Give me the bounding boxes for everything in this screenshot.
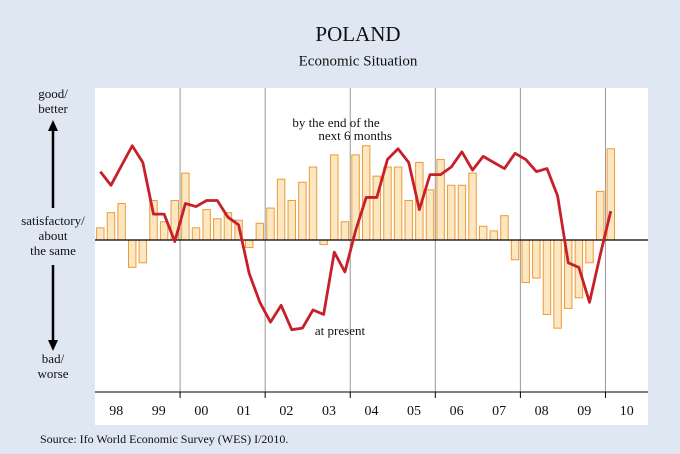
x-tick-label: 09 [577, 404, 591, 419]
bar [330, 154, 339, 241]
annotation: next 6 months [318, 128, 392, 143]
y-label: satisfactory/ [21, 213, 85, 228]
bar [106, 212, 116, 241]
bar [255, 222, 265, 241]
bar [266, 207, 275, 241]
bar [202, 209, 211, 241]
bar [404, 199, 413, 241]
bar [308, 166, 318, 241]
x-tick-label: 99 [152, 404, 166, 419]
bar [138, 239, 148, 264]
bar [553, 239, 562, 329]
bar [489, 230, 499, 241]
bar [468, 172, 477, 241]
bar [340, 221, 350, 241]
bar [287, 199, 296, 241]
y-label: the same [30, 243, 76, 258]
bar [298, 181, 307, 241]
x-tick-label: 98 [109, 404, 123, 419]
bar [595, 190, 605, 241]
x-tick-label: 08 [535, 404, 549, 419]
bar [361, 145, 371, 241]
bar [319, 239, 328, 246]
bar [500, 215, 509, 241]
annotation: at present [315, 323, 366, 338]
bar [393, 166, 403, 241]
source: Source: Ifo World Economic Survey (WES) … [40, 432, 288, 446]
bar [478, 225, 488, 241]
x-tick-label: 02 [279, 404, 293, 419]
x-tick-label: 00 [194, 404, 208, 419]
x-tick-label: 01 [237, 404, 251, 419]
bar [191, 227, 201, 241]
bar [585, 239, 594, 264]
bar [117, 203, 126, 241]
chart-subtitle: Economic Situation [299, 53, 418, 69]
arrows [48, 120, 58, 351]
bar [447, 184, 456, 241]
y-label: better [38, 101, 68, 116]
annotation: by the end of the [292, 115, 380, 130]
bar [213, 218, 222, 241]
bar [96, 227, 105, 241]
y-label: worse [37, 366, 68, 381]
bar [383, 166, 392, 241]
x-tick-label: 06 [450, 404, 464, 419]
x-tick-label: 03 [322, 404, 336, 419]
bar [542, 239, 552, 315]
bar [244, 239, 254, 249]
bar [425, 189, 435, 241]
bar [457, 184, 467, 241]
x-tick-label: 10 [620, 404, 634, 419]
y-label: bad/ [42, 351, 65, 366]
x-tick-label: 05 [407, 404, 421, 419]
x-tick-label: 07 [492, 404, 506, 419]
y-label: about [39, 228, 68, 243]
x-tick-label: 04 [365, 404, 379, 419]
bar [532, 239, 541, 279]
bar [521, 239, 530, 284]
bar [276, 178, 286, 241]
bar [510, 239, 520, 261]
bar [127, 239, 137, 268]
y-label: good/ [38, 86, 68, 101]
chart-title: POLAND [315, 22, 400, 46]
line [99, 144, 613, 332]
